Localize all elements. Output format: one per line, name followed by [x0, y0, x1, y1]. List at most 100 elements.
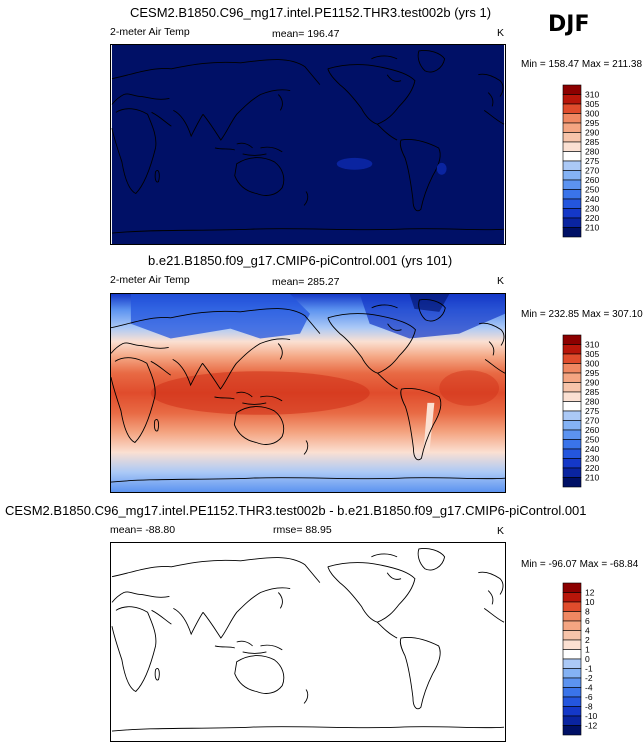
- colorbar-label: 8: [585, 607, 590, 617]
- panel2-cold-america: [359, 294, 505, 339]
- colorbar-box: [562, 132, 582, 143]
- colorbar-box: [562, 160, 582, 171]
- panel2-cold-eurasia: [130, 294, 310, 339]
- colorbar-box: [562, 429, 582, 440]
- colorbar-box: [562, 439, 582, 450]
- colorbar-box: [562, 458, 582, 469]
- colorbar-label: 275: [585, 406, 599, 416]
- panel1-warm-patch-2: [436, 162, 447, 175]
- colorbar-label: 295: [585, 118, 599, 128]
- colorbar-box: [562, 467, 582, 478]
- colorbar-label: 250: [585, 435, 599, 445]
- colorbar-label: 285: [585, 137, 599, 147]
- colorbar-label: 280: [585, 147, 599, 157]
- colorbar-label: 210: [585, 223, 599, 233]
- colorbar-box: [562, 668, 582, 679]
- colorbar-box: [562, 84, 582, 95]
- colorbar-label: -2: [585, 673, 593, 683]
- colorbar-label: 240: [585, 194, 599, 204]
- colorbar-box: [562, 179, 582, 190]
- panel1-warm-patch: [336, 157, 373, 170]
- panel2-warm-pool: [150, 371, 370, 415]
- colorbar-box: [562, 363, 582, 374]
- panel3-title: CESM2.B1850.C96_mg17.intel.PE1152.THR3.t…: [5, 503, 587, 518]
- colorbar-label: 285: [585, 387, 599, 397]
- colorbar-label: 310: [585, 340, 599, 350]
- colorbar-box: [562, 227, 582, 238]
- colorbar-box: [562, 601, 582, 612]
- colorbar-label: 6: [585, 616, 590, 626]
- colorbar-box: [562, 658, 582, 669]
- panel2-andes: [423, 402, 435, 453]
- panel1-map-svg: [111, 45, 505, 244]
- colorbar-box: [562, 113, 582, 124]
- colorbar-label: -8: [585, 702, 593, 712]
- colorbar-label: 12: [585, 588, 595, 598]
- panel2-units: K: [497, 275, 505, 287]
- panel1-colorbar: 210 220 230 240 250 260 270 275 280 285 290 295 300 3…: [562, 84, 623, 245]
- colorbar-label: 240: [585, 444, 599, 454]
- panel1-field: [111, 45, 505, 244]
- colorbar-box: [562, 639, 582, 650]
- season-label: DJF: [548, 12, 590, 37]
- colorbar-label: 280: [585, 397, 599, 407]
- colorbar-box: [562, 353, 582, 364]
- colorbar-box: [562, 103, 582, 114]
- panel1-title: CESM2.B1850.C96_mg17.intel.PE1152.THR3.t…: [130, 5, 492, 20]
- colorbar-box: [562, 696, 582, 707]
- colorbar-label: 305: [585, 349, 599, 359]
- panel1-map: [110, 44, 506, 245]
- colorbar-label: 220: [585, 213, 599, 223]
- colorbar-label: 290: [585, 128, 599, 138]
- panel1-units: K: [497, 27, 505, 39]
- panel3-rmse: rmse= 88.95: [273, 524, 332, 536]
- colorbar-box: [562, 217, 582, 228]
- colorbar-box: [562, 382, 582, 393]
- colorbar-box: [562, 141, 582, 152]
- colorbar-label: 230: [585, 454, 599, 464]
- panel3-field: [111, 543, 505, 741]
- colorbar-label: 0: [585, 654, 590, 664]
- colorbar-label: 270: [585, 416, 599, 426]
- colorbar-box: [562, 448, 582, 459]
- panel2-map: [110, 293, 506, 493]
- colorbar-box: [562, 344, 582, 355]
- colorbar-box: [562, 630, 582, 641]
- panel1-variable: 2-meter Air Temp: [110, 26, 190, 38]
- panel2-title: b.e21.B1850.f09_g17.CMIP6-piControl.001 …: [148, 253, 453, 268]
- colorbar-label: 260: [585, 425, 599, 435]
- panel3-units: K: [497, 525, 505, 537]
- colorbar-label: -6: [585, 692, 593, 702]
- colorbar-box: [562, 189, 582, 200]
- colorbar-box: [562, 687, 582, 698]
- colorbar-box: [562, 725, 582, 736]
- panel3-map: [110, 542, 506, 742]
- colorbar-box: [562, 611, 582, 622]
- colorbar-box: [562, 420, 582, 431]
- colorbar-label: 310: [585, 90, 599, 100]
- panel2-warm-atlantic: [439, 370, 500, 406]
- colorbar-box: [562, 677, 582, 688]
- colorbar-label: 295: [585, 368, 599, 378]
- colorbar-box: [562, 334, 582, 345]
- colorbar-label: 250: [585, 185, 599, 195]
- colorbar-box: [562, 391, 582, 402]
- colorbar-box: [562, 94, 582, 105]
- panel3-minmax: Min = -96.07 Max = -68.84: [521, 559, 639, 570]
- colorbar-box: [562, 477, 582, 488]
- colorbar-box: [562, 706, 582, 717]
- colorbar-label: 305: [585, 99, 599, 109]
- colorbar-label: -10: [585, 711, 598, 721]
- colorbar-label: 1: [585, 645, 590, 655]
- panel2-variable: 2-meter Air Temp: [110, 274, 190, 286]
- colorbar-label: 300: [585, 109, 599, 119]
- colorbar-box: [562, 620, 582, 631]
- colorbar-box: [562, 170, 582, 181]
- colorbar-label: 230: [585, 204, 599, 214]
- colorbar-label: 4: [585, 626, 590, 636]
- panel2-mean: mean= 285.27: [272, 276, 340, 288]
- colorbar-box: [562, 198, 582, 209]
- colorbar-label: 210: [585, 473, 599, 483]
- colorbar-label: 275: [585, 156, 599, 166]
- colorbar-label: 260: [585, 175, 599, 185]
